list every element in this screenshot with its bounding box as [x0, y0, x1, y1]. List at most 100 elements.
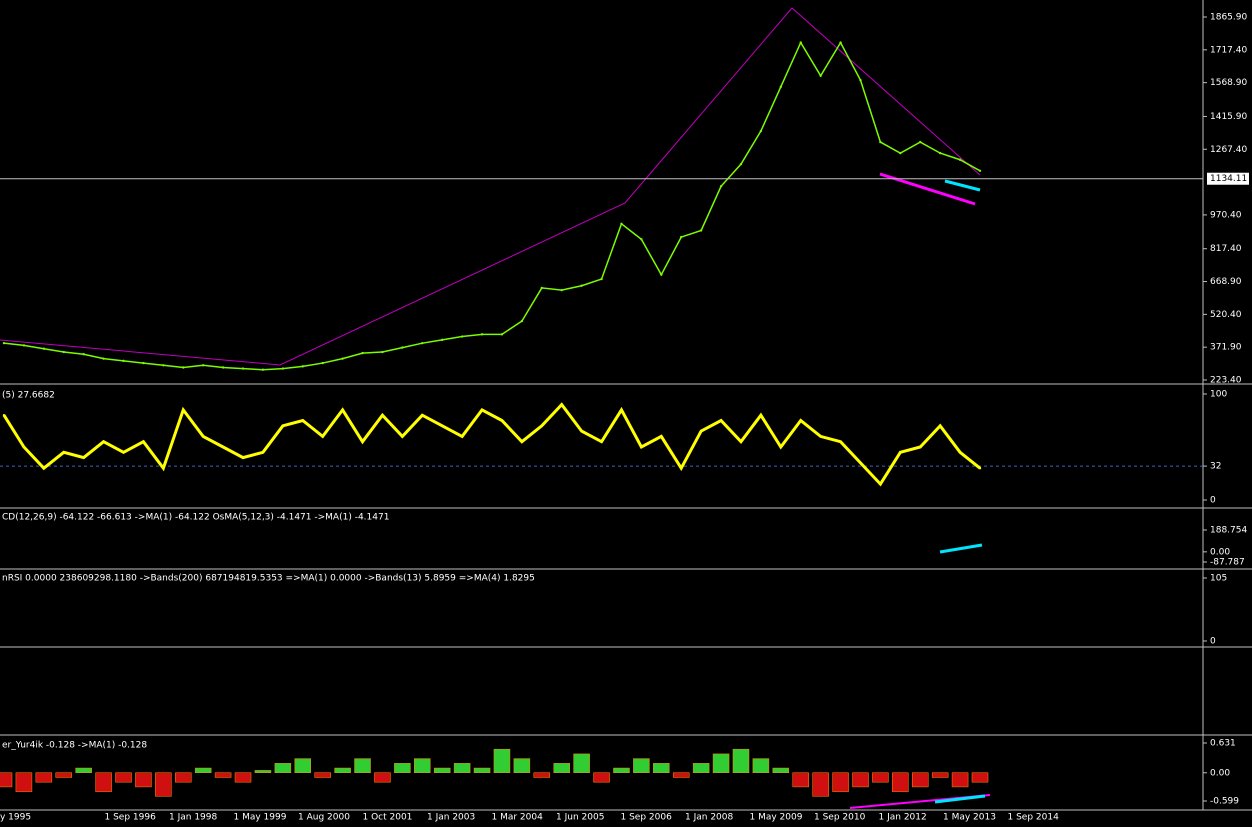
data-point [699, 429, 703, 433]
data-point [62, 451, 65, 454]
data-point [261, 368, 265, 371]
data-point [819, 435, 822, 438]
data-point [640, 445, 643, 449]
data-point [938, 151, 942, 155]
data-point [301, 365, 304, 368]
panel-header: CD(12,26,9) -64.122 -66.613 ->MA(1) -64.… [2, 513, 389, 523]
histogram-bar [712, 753, 730, 774]
data-point [102, 357, 105, 360]
data-point [480, 333, 484, 336]
x-tick-label: 1 Jan 2012 [879, 813, 927, 823]
y-tick-label: 1415.90 [1210, 112, 1247, 122]
x-tick-label: 1 Aug 2000 [298, 813, 350, 823]
data-point [281, 367, 285, 370]
data-point [580, 429, 583, 433]
x-tick-label: 1 Oct 2001 [363, 813, 413, 823]
data-point [958, 158, 962, 161]
data-point [381, 350, 384, 354]
data-point [879, 482, 882, 486]
histogram-bar [593, 772, 610, 783]
y-tick-label: 970.40 [1210, 210, 1242, 220]
histogram-bar [254, 770, 272, 774]
histogram-bar [732, 748, 750, 774]
y-tick-label: 668.90 [1210, 277, 1242, 287]
data-point [341, 357, 344, 360]
histogram-bar [55, 772, 73, 778]
histogram-bar [553, 763, 570, 774]
x-tick-label: 1 Jan 2003 [427, 813, 475, 823]
series-line [2, 402, 981, 487]
current-price-box [1207, 172, 1249, 185]
y-tick-label: 1568.90 [1210, 78, 1247, 88]
data-point [301, 419, 304, 422]
data-point [460, 335, 464, 338]
data-point [321, 435, 324, 438]
data-point [500, 333, 504, 336]
data-point [739, 440, 743, 443]
data-point [779, 445, 783, 449]
data-point [241, 367, 245, 370]
data-point [779, 85, 783, 89]
histogram-bar [15, 772, 33, 792]
data-point [22, 445, 26, 449]
histogram-bar [214, 772, 232, 778]
data-point [162, 467, 165, 470]
histogram-bar [453, 763, 471, 774]
x-tick-label: 1 May 2013 [943, 813, 996, 823]
histogram-bar [75, 767, 92, 774]
y-tick-label: 223.40 [1210, 376, 1242, 386]
histogram-bar [334, 767, 351, 774]
data-point [899, 151, 902, 155]
data-point [660, 273, 663, 276]
data-point [819, 74, 822, 77]
data-point [620, 408, 623, 412]
data-point [919, 140, 922, 144]
y-tick-label: 0.00 [1210, 547, 1230, 557]
data-point [680, 467, 683, 470]
data-point [938, 424, 942, 427]
data-point [201, 435, 205, 438]
histogram-bar [473, 767, 491, 774]
data-point [221, 445, 225, 449]
data-point [142, 361, 145, 365]
data-point [22, 344, 26, 347]
data-point [560, 288, 563, 292]
y-tick-label: 0.00 [1210, 768, 1230, 778]
data-point [62, 350, 65, 354]
data-point [859, 461, 862, 465]
histogram-bar [115, 772, 132, 783]
data-point [122, 359, 125, 363]
series-line [3, 40, 981, 371]
histogram-bar [911, 772, 929, 788]
histogram-bar [234, 772, 252, 783]
y-tick-label: 0 [1210, 496, 1216, 506]
data-point [620, 222, 623, 226]
data-point [42, 467, 46, 470]
data-point [321, 361, 324, 365]
data-point [560, 403, 563, 406]
data-point [600, 277, 603, 281]
data-point [480, 408, 484, 412]
data-point [441, 338, 444, 342]
data-point [600, 440, 603, 443]
data-point [540, 286, 543, 290]
histogram-bar [752, 758, 770, 774]
data-point [978, 467, 982, 470]
panel-header: (5) 27.6682 [2, 391, 55, 401]
zigzag [0, 7, 981, 366]
data-point [42, 347, 46, 350]
y-tick-label: -0.599 [1210, 797, 1239, 807]
data-point [381, 414, 384, 417]
y-tick-label: 0 [1210, 637, 1216, 647]
data-point [739, 162, 743, 166]
x-tick-label: 1 Jan 1998 [169, 813, 217, 823]
x-tick-label: 1 Jan 2008 [685, 813, 733, 823]
y-tick-label: 520.40 [1210, 310, 1242, 320]
data-point [660, 435, 663, 438]
x-tick-label: 1 May 2009 [750, 813, 803, 823]
data-point [2, 414, 6, 417]
histogram-bar [613, 767, 630, 774]
histogram-bar [653, 763, 670, 774]
histogram-bar [971, 772, 989, 783]
